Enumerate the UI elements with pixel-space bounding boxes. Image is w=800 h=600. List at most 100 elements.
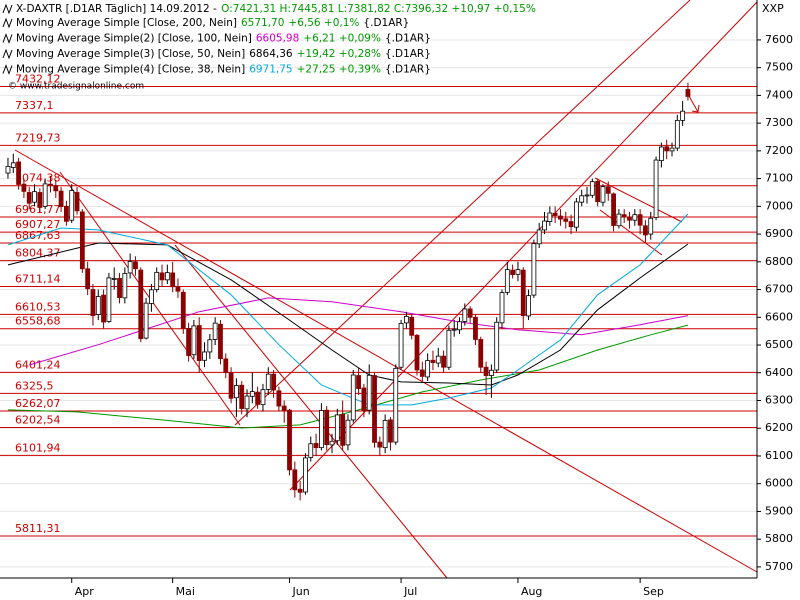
candle-body xyxy=(287,409,292,471)
candle-body xyxy=(382,420,388,449)
candle-body xyxy=(239,384,245,409)
candle-body xyxy=(345,419,351,446)
candle-body xyxy=(621,214,627,218)
candle-body xyxy=(138,269,144,340)
legend-change: +6,56 +0,1% xyxy=(288,17,359,29)
candle-body xyxy=(441,355,446,368)
candle-body xyxy=(101,294,106,323)
level-label: 6262,07 xyxy=(15,397,61,410)
legend-name: Moving Average Simple [Close, 200, Nein] xyxy=(16,17,237,29)
candle-body xyxy=(233,385,239,399)
legend-entry: Moving Average Simple [Close, 200, Nein]… xyxy=(16,17,409,29)
y-tick-label: 5800 xyxy=(765,532,793,545)
candle-body xyxy=(223,358,229,373)
candle-body xyxy=(32,191,37,203)
legend-entry: Moving Average Simple(3) [Close, 50, Nei… xyxy=(16,48,431,60)
levels: 7432,12 7337,1 7219,73 7074,38 6961,77 6907,2… xyxy=(0,39,757,568)
candle-body xyxy=(260,389,266,406)
candle-body xyxy=(276,390,282,407)
x-tick-label: Jun xyxy=(292,585,310,598)
y-tick-label: 6100 xyxy=(765,449,793,462)
trend-line xyxy=(234,0,691,426)
candle-body xyxy=(186,327,191,356)
candle-body xyxy=(159,272,165,281)
y-tick-label: 7500 xyxy=(765,61,793,74)
trend-line xyxy=(594,177,683,223)
level-label: 6202,54 xyxy=(15,414,61,427)
candle-body xyxy=(473,316,478,340)
header: X-DAXTR [.D1AR Täglich] 14.09.2012 - O:74… xyxy=(2,3,536,76)
candle-body xyxy=(218,323,223,360)
candle-body xyxy=(372,375,377,443)
y-tick-label: 6500 xyxy=(765,338,793,351)
candle-body xyxy=(377,441,383,448)
watermark: © www.tradesignalonline.com xyxy=(8,82,144,92)
legend-entry: Moving Average Simple(4) [Close, 38, Nei… xyxy=(16,64,431,76)
candle-body xyxy=(542,220,547,231)
candle-body xyxy=(478,339,484,368)
legend-tag: {.D1AR} xyxy=(385,64,431,76)
moving-average xyxy=(29,297,688,366)
level-label: 7337,1 xyxy=(15,99,54,112)
x-tick-label: Apr xyxy=(75,585,95,598)
candle-body xyxy=(457,321,462,331)
candle-body xyxy=(26,192,32,204)
candle-body xyxy=(563,218,569,222)
candle-body xyxy=(334,414,340,442)
candle-body xyxy=(196,325,202,361)
legend-change: +6,21 +0,09% xyxy=(303,33,381,45)
legend-name: Moving Average Simple(3) [Close, 50, Nei… xyxy=(16,48,245,60)
level-label: 6804,37 xyxy=(15,247,61,260)
candle-body xyxy=(366,374,372,411)
x-tick-label: Mai xyxy=(176,585,195,598)
y-tick-label: 6900 xyxy=(765,227,793,240)
candle-body xyxy=(584,194,590,197)
candle-body xyxy=(637,214,643,226)
candle-body xyxy=(483,366,489,376)
candle-body xyxy=(122,273,128,299)
candle-body xyxy=(191,325,197,356)
arrow xyxy=(688,95,700,113)
legend-tag: {.D1AR} xyxy=(385,48,431,60)
candle-body xyxy=(356,375,361,389)
candle-body xyxy=(552,212,558,216)
candle-body xyxy=(648,217,654,235)
candle-body xyxy=(515,269,521,275)
axes: 5700 5800 5900 6000 6100 6200 6300 6400 6500 6600… xyxy=(71,33,793,598)
axis-unit: XXP xyxy=(762,2,784,15)
candle-body xyxy=(308,443,314,458)
candle-body xyxy=(292,469,298,491)
candle-body xyxy=(499,292,505,324)
candle-body xyxy=(685,89,691,97)
candle-body xyxy=(170,272,176,288)
level-label: 7432,12 xyxy=(15,73,61,86)
candle-body xyxy=(536,229,542,245)
legend-icon xyxy=(2,64,13,75)
candle-body xyxy=(409,316,415,336)
candle-body xyxy=(627,217,632,221)
candle-body xyxy=(340,413,346,446)
level-label: 6325,5 xyxy=(15,379,54,392)
candle-body xyxy=(37,192,43,208)
title: X-DAXTR [.D1AR Täglich] 14.09.2012 - xyxy=(16,3,217,15)
legend-entry: Moving Average Simple(2) [Close, 100, Ne… xyxy=(16,33,431,45)
candle-body xyxy=(611,193,616,226)
candle-body xyxy=(488,369,494,376)
candle-body xyxy=(531,243,537,296)
legend-change: +19,42 +0,28% xyxy=(297,48,381,60)
candle-body xyxy=(616,213,622,227)
candle-body xyxy=(435,355,441,364)
candle-body xyxy=(658,146,664,161)
candle-body xyxy=(127,261,133,274)
candle-body xyxy=(244,395,250,410)
y-tick-label: 6600 xyxy=(765,310,793,323)
candle-body xyxy=(467,308,473,318)
x-tick-label: Jul xyxy=(403,585,417,598)
header-line: X-DAXTR [.D1AR Täglich] 14.09.2012 - O:74… xyxy=(16,3,536,15)
candle-body xyxy=(388,419,393,443)
moving-average xyxy=(7,242,689,386)
candle-body xyxy=(79,211,85,270)
